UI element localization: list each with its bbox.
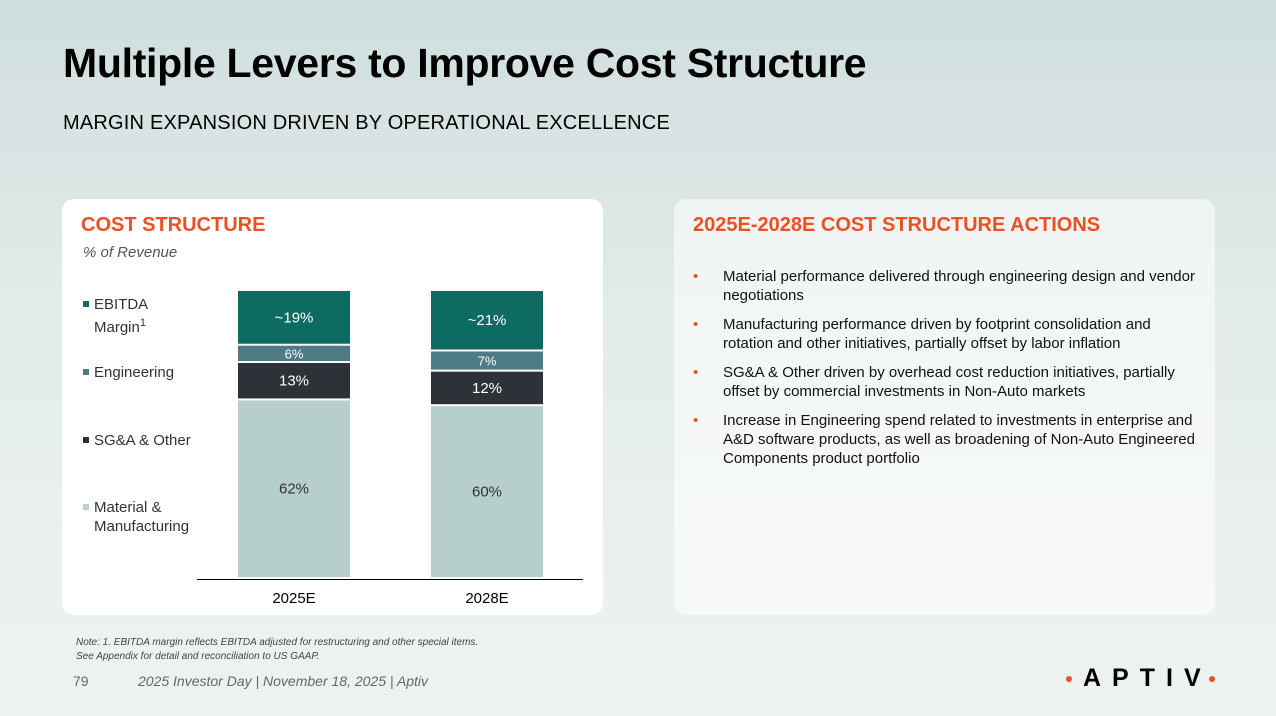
x-tick-label-2028e: 2028E (465, 590, 508, 607)
legend-label-material-line1: Material & (94, 499, 162, 516)
data-label-ebitda-margin-2028e: ~21% (468, 312, 507, 329)
legend-label-ebitda: EBITDA Margin1 (94, 295, 148, 337)
data-label-material-manufacturing-2028e: 60% (472, 484, 502, 501)
legend-label-ebitda-line2: Margin (94, 319, 140, 336)
data-label-engineering-2025e: 6% (285, 346, 304, 361)
footnote-line-2: See Appendix for detail and reconciliati… (76, 651, 320, 662)
bar-material-manufacturing-2028e (431, 406, 543, 577)
cost-actions-heading: 2025E-2028E COST STRUCTURE ACTIONS (693, 214, 1101, 236)
legend-footnote-marker: 1 (139, 317, 146, 329)
list-item: • Increase in Engineering spend related t… (693, 411, 1198, 468)
bar-sg-a-other-2025e (238, 363, 350, 399)
cost-structure-heading: COST STRUCTURE (81, 214, 266, 236)
legend-swatch-engineering (83, 369, 89, 375)
list-item: • Material performance delivered through … (693, 267, 1198, 305)
bar-ebitda-margin-2025e (238, 291, 350, 344)
footnote: Note: 1. EBITDA margin reflects EBITDA a… (76, 636, 478, 664)
x-tick-label-2025e: 2025E (272, 590, 315, 607)
legend-label-engineering: Engineering (94, 364, 175, 381)
bullet-dot-icon: • (693, 412, 699, 429)
bar-material-manufacturing-2025e (238, 400, 350, 577)
footer-text: 2025 Investor Day | November 18, 2025 | … (138, 673, 429, 689)
legend-swatch-ebitda (83, 301, 89, 307)
logo-dot-left-icon (1066, 676, 1072, 682)
bullet-text: SG&A & Other driven by overhead cost red… (723, 364, 1175, 400)
legend-label-material: Material & Manufacturing (94, 498, 189, 536)
bar-ebitda-margin-2028e (431, 291, 543, 350)
cost-actions-card: 2025E-2028E COST STRUCTURE ACTIONS • Mate… (674, 199, 1215, 615)
footnote-line-1: Note: 1. EBITDA margin reflects EBITDA a… (76, 637, 479, 648)
data-label-sg-a-other-2028e: 12% (472, 380, 502, 397)
bullet-dot-icon: • (693, 364, 699, 381)
bullet-dot-icon: • (693, 316, 699, 333)
data-label-ebitda-margin-2025e: ~19% (275, 309, 314, 326)
page-title: Multiple Levers to Improve Cost Structur… (63, 40, 867, 86)
bullet-text: Increase in Engineering spend related to… (723, 412, 1195, 467)
data-label-engineering-2028e: 7% (478, 354, 497, 369)
legend-swatch-sga (83, 437, 89, 443)
legend-label-ebitda-line1: EBITDA (94, 296, 149, 313)
bullet-text: Manufacturing performance driven by foot… (723, 316, 1151, 352)
bullet-text: Material performance delivered through e… (723, 268, 1195, 304)
cost-actions-list: • Material performance delivered through … (693, 267, 1198, 478)
chart-unit-label: % of Revenue (83, 244, 178, 261)
list-item: • SG&A & Other driven by overhead cost re… (693, 363, 1198, 401)
data-label-sg-a-other-2025e: 13% (279, 373, 309, 390)
legend-label-material-line2: Manufacturing (94, 518, 190, 535)
data-label-material-manufacturing-2025e: 62% (279, 481, 309, 498)
cost-structure-card: COST STRUCTURE % of Revenue EBITDA Margi… (62, 199, 603, 615)
bar-engineering-2028e (431, 351, 543, 370)
page-number: 79 (73, 673, 89, 689)
legend-swatch-material (83, 504, 89, 510)
cost-structure-chart: 62% 13% 6% ~19% 2025E 60% 12% 7% ~21% 2028E (197, 291, 583, 607)
page-subtitle: MARGIN EXPANSION DRIVEN BY OPERATIONAL E… (63, 112, 670, 134)
legend-label-sga: SG&A & Other (94, 432, 191, 449)
bar-sg-a-other-2028e (431, 371, 543, 405)
logo-text: APTIV (1083, 664, 1212, 692)
list-item: • Manufacturing performance driven by foo… (693, 315, 1198, 353)
bullet-dot-icon: • (693, 268, 699, 285)
logo-dot-right-icon (1209, 676, 1215, 682)
bar-engineering-2025e (238, 345, 350, 361)
